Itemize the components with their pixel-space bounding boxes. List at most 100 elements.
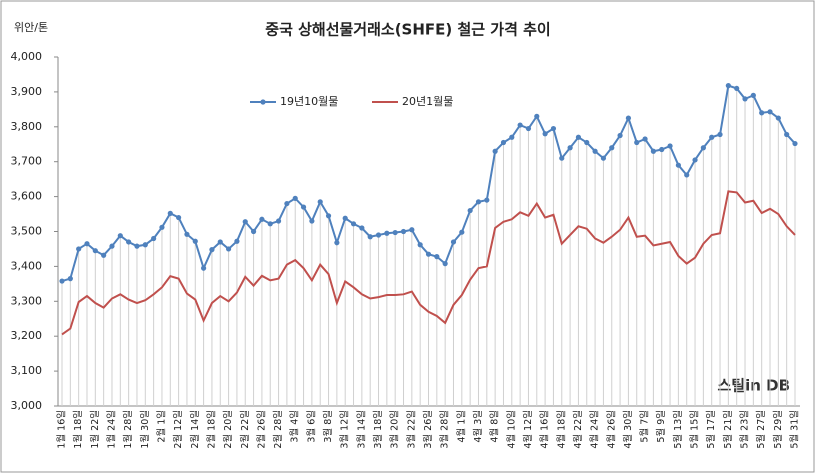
y-tick-label: 3,700 [11,155,43,168]
x-tick-label: 3월 6일 [305,410,317,443]
point [467,207,473,214]
point [625,115,632,121]
point [609,145,615,151]
point [350,221,357,227]
x-tick-label: 2월 12일 [172,410,184,449]
point [684,172,690,178]
y-tick-label: 3,500 [11,225,43,238]
point [159,224,165,230]
y-tick-label: 4,000 [11,50,43,63]
x-tick-label: 5월 9일 [655,410,667,443]
point [417,242,423,248]
point [409,227,415,233]
point [267,221,273,227]
point [450,239,457,245]
x-tick-label: 1월 24일 [105,410,117,449]
x-tick-label: 2월 20일 [222,410,234,449]
y-tick-label: 3,100 [11,364,43,377]
x-tick-label: 1월 28일 [122,410,134,449]
point [784,131,790,138]
x-tick-label: 4월 26일 [605,410,617,449]
y-axis-label: 위안/톤 [14,21,48,34]
x-tick-label: 2월 22일 [239,410,251,449]
point [209,247,215,253]
point [142,242,148,248]
x-tick-label: 4월 22일 [572,410,584,449]
point [151,235,157,242]
legend-marker [260,99,266,105]
x-tick-label: 2월 26일 [255,410,267,449]
x-tick-label: 5월 15일 [689,410,701,449]
x-tick-label: 4월 12일 [522,410,534,449]
point [67,276,73,282]
point [759,110,765,116]
point [284,200,290,207]
point [76,246,82,252]
point [434,254,440,260]
x-tick-label: 1월 16일 [56,410,68,449]
point [442,261,448,267]
point [117,233,123,239]
point [700,145,706,151]
x-tick-label: 5월 31일 [789,410,801,449]
point [600,155,607,161]
point [275,218,282,224]
x-tick-label: 3월 26일 [422,410,434,449]
x-tick-label: 4월 24일 [589,410,601,449]
point [734,85,740,92]
y-tick-label: 3,200 [11,329,43,342]
x-tick-label: 5월 29일 [772,410,784,449]
point [300,204,307,210]
point [509,134,515,140]
point [492,148,498,154]
x-tick-label: 4월 18일 [555,410,567,449]
point [525,125,532,132]
point [334,240,340,246]
x-tick-label: 2월 28일 [272,410,284,449]
point [250,228,257,235]
point [242,219,248,225]
point [367,234,373,240]
point [717,131,723,138]
point [750,92,756,98]
x-tick-label: 5월 13일 [672,410,684,449]
y-tick-label: 3,900 [11,85,43,98]
point [567,145,573,151]
point [259,216,265,222]
point [459,229,465,235]
point [584,139,590,146]
point [592,148,598,154]
point [559,155,565,161]
point [725,83,731,89]
point [642,136,648,142]
legend-label: 20년1월물 [402,95,453,108]
x-tick-label: 1월 22일 [89,410,101,449]
x-tick-label: 3월 4일 [289,410,301,443]
x-tick-label: 1월 30일 [139,410,151,449]
point [201,265,207,271]
x-tick-label: 3월 8일 [322,410,334,443]
point [167,210,173,216]
point [292,195,298,201]
y-tick-label: 3,600 [11,190,43,203]
point [575,134,582,140]
point [134,243,140,249]
point [617,132,623,139]
x-tick-label: 5월 23일 [739,410,751,449]
point [126,239,132,245]
x-tick-label: 4월 3일 [472,410,484,443]
point [84,241,90,247]
x-tick-label: 3월 28일 [439,410,451,449]
legend-label: 19년10월물 [280,95,338,108]
series-line [61,190,796,336]
point [225,246,232,252]
x-tick-label: 3월 12일 [339,410,351,449]
point [309,218,315,224]
point [217,239,223,245]
point [742,96,748,102]
point [375,232,382,238]
x-tick-label: 2월 18일 [205,410,217,449]
point [192,238,198,244]
y-tick-label: 3,300 [11,294,43,307]
point [542,131,548,137]
